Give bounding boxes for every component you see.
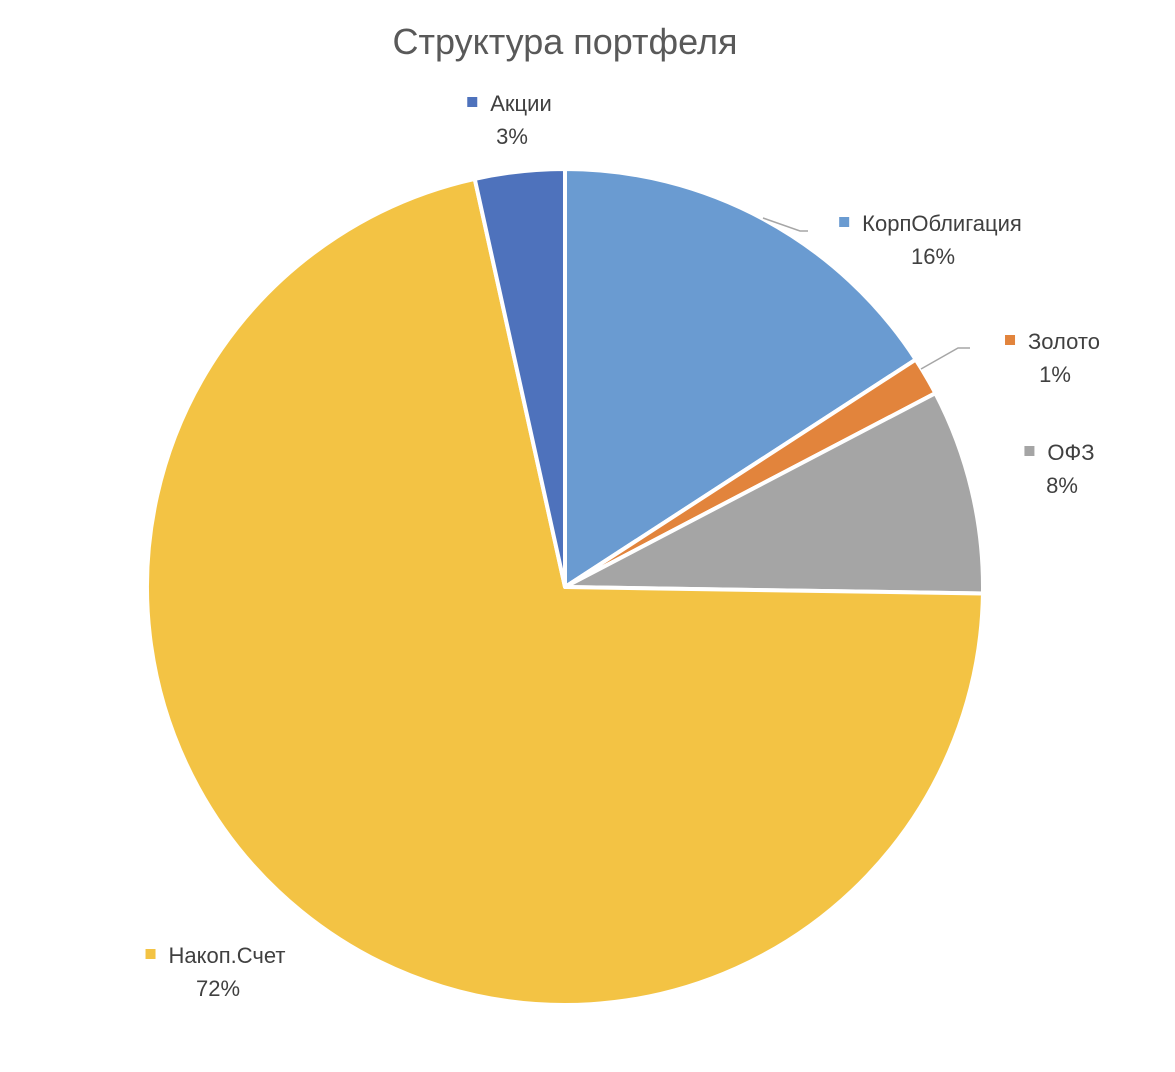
data-label-name: КорпОблигация: [862, 211, 1022, 236]
data-label-name: Накоп.Счет: [169, 943, 286, 968]
data-label-percent: 16%: [911, 244, 955, 269]
chart-title: Структура портфеля: [393, 21, 738, 62]
legend-key-square: [839, 217, 850, 227]
leader-lines: [762, 217, 970, 370]
data-label-name: Золото: [1028, 329, 1100, 354]
pie-slices: [145, 167, 985, 1007]
data-label-name: ОФЗ: [1047, 440, 1094, 465]
slice-3: [563, 391, 985, 596]
data-label-4: Накоп.Счет 72%: [145, 943, 286, 1001]
data-label-1: КорпОблигация 16%: [839, 211, 1022, 269]
data-label-name: Акции: [490, 91, 551, 116]
legend-key-square: [1005, 335, 1016, 345]
legend-key-square: [467, 97, 478, 107]
leader-line-1: [762, 217, 808, 232]
slice-5: [472, 167, 567, 589]
data-label-percent: 72%: [196, 976, 240, 1001]
data-label-5: Акции 3%: [467, 91, 552, 149]
data-label-2: Золото 1%: [1005, 329, 1100, 387]
data-label-percent: 1%: [1039, 362, 1071, 387]
data-label-percent: 3%: [496, 124, 528, 149]
leader-line-2: [920, 347, 970, 370]
legend-key-square: [1024, 446, 1035, 456]
slice-1: [563, 167, 918, 589]
data-label-3: ОФЗ 8%: [1024, 440, 1095, 498]
legend-key-square: [145, 949, 156, 959]
data-labels: КорпОблигация 16% Золото 1% ОФЗ 8% Накоп.Счет 7…: [145, 91, 1100, 1001]
data-label-percent: 8%: [1046, 473, 1078, 498]
slice-4: [145, 176, 985, 1007]
